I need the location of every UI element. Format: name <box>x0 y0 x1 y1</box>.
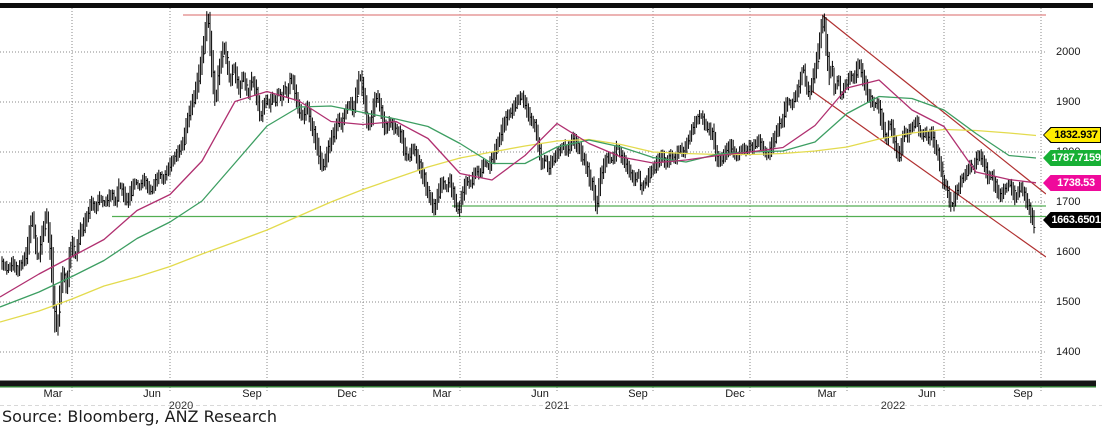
x-month-label: Dec <box>337 388 357 400</box>
y-tick-label: 1600 <box>1056 246 1081 258</box>
price-tag-ma-slow-value: 1832.937 <box>1054 129 1098 141</box>
price-tag-ma-mid: 1787.7159 <box>1043 150 1101 166</box>
x-month-label: Jun <box>143 388 161 400</box>
price-tag-ma-fast-value: 1738.53 <box>1057 177 1095 189</box>
x-month-label: Mar <box>432 388 452 400</box>
price-tag-ma-mid-fill <box>1044 151 1100 165</box>
x-month-label: Sep <box>628 388 648 400</box>
x-month-label: Mar <box>43 388 63 400</box>
source-line: Source: Bloomberg, ANZ Research <box>2 407 277 426</box>
y-tick-label: 1700 <box>1056 196 1081 208</box>
price-tag-ma-fast: 1738.53 <box>1043 175 1101 191</box>
x-month-label: Mar <box>817 388 837 400</box>
last-price-tag: 1663.6501 <box>1043 212 1101 228</box>
x-month-label: Jun <box>531 388 549 400</box>
price-tag-ma-mid-value: 1787.7159 <box>1051 152 1101 164</box>
x-month-label: Dec <box>725 388 745 400</box>
price-tag-ma-slow-fill <box>1044 128 1100 142</box>
y-tick-label: 2000 <box>1056 46 1081 58</box>
x-month-label: Sep <box>1013 388 1033 400</box>
x-year-label: 2021 <box>544 400 570 412</box>
last-price-tag-value: 1663.6501 <box>1051 214 1101 226</box>
price-tag-ma-slow: 1832.937 <box>1043 127 1101 143</box>
x-month-label: Sep <box>242 388 262 400</box>
y-tick-label: 1900 <box>1056 96 1081 108</box>
y-tick-label: 1400 <box>1056 346 1081 358</box>
last-price-tag-fill <box>1044 213 1100 227</box>
x-month-label: Jun <box>918 388 936 400</box>
price-tag-ma-fast-fill <box>1044 176 1100 190</box>
x-year-label: 2020 <box>168 400 194 412</box>
y-tick-label: 1500 <box>1056 296 1081 308</box>
x-year-label: 2022 <box>880 400 906 412</box>
